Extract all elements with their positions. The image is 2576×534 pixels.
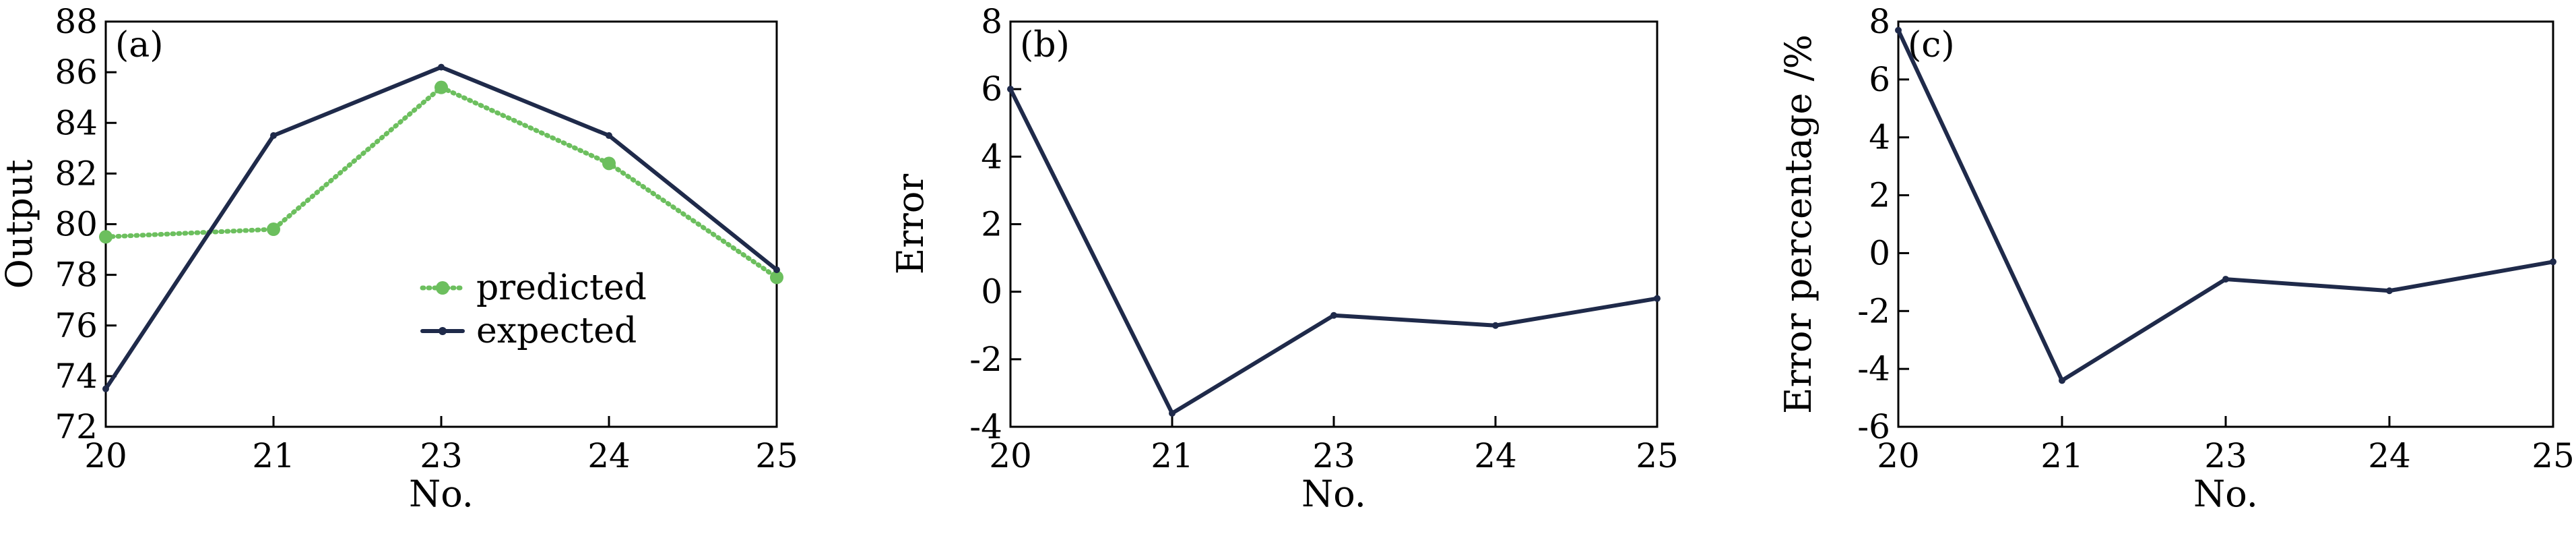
y-axis-label: Output — [0, 159, 40, 289]
y-tick-label: 74 — [55, 357, 98, 396]
data-point — [1492, 322, 1499, 329]
y-tick-label: 8 — [981, 2, 1002, 41]
y-tick-label: 0 — [1869, 233, 1890, 272]
x-axis-label: No. — [2193, 473, 2258, 515]
y-tick-label: 80 — [55, 205, 98, 244]
x-tick-label: 25 — [1636, 436, 1679, 475]
data-point — [770, 270, 783, 285]
data-point — [99, 230, 112, 244]
data-point — [438, 63, 445, 71]
y-tick-label: 76 — [55, 306, 98, 345]
legend-label: predicted — [476, 268, 647, 308]
y-tick-label: 4 — [981, 137, 1002, 176]
panel-label: (b) — [1020, 25, 1070, 65]
series-line-series-1 — [1896, 28, 2555, 383]
data-point — [1007, 86, 1014, 93]
y-tick-label: 2 — [981, 205, 1002, 244]
legend-marker — [436, 281, 449, 295]
data-point — [1330, 312, 1337, 319]
y-tick-label: -6 — [1857, 407, 1890, 446]
data-point — [434, 80, 448, 94]
x-axis-label: No. — [1301, 473, 1366, 515]
y-tick-label: 2 — [1869, 176, 1890, 215]
x-tick-label: 23 — [420, 436, 463, 475]
y-tick-label: 72 — [55, 407, 98, 446]
x-tick-label: 24 — [1474, 436, 1517, 475]
data-point — [602, 156, 616, 171]
y-tick-label: 78 — [55, 256, 98, 295]
x-tick-label: 25 — [755, 436, 798, 475]
data-point — [2222, 276, 2229, 283]
x-tick-label: 21 — [2040, 436, 2084, 475]
x-axis-label: No. — [409, 473, 474, 515]
x-tick-label: 24 — [587, 436, 631, 475]
panel-label: (a) — [115, 25, 164, 65]
y-axis-label: Error percentage /% — [1777, 34, 1820, 414]
y-tick-label: -2 — [1857, 291, 1890, 330]
data-point — [606, 132, 612, 140]
y-tick-label: 82 — [55, 154, 98, 193]
plot-frame — [1009, 20, 1659, 428]
y-tick-label: 86 — [55, 53, 98, 92]
x-tick-label: 23 — [1312, 436, 1355, 475]
legend-label: expected — [476, 311, 637, 351]
x-tick-label: 20 — [84, 436, 127, 475]
y-tick-label: 88 — [55, 2, 98, 41]
data-point — [2386, 287, 2393, 295]
series-line-predicted — [103, 85, 779, 280]
data-point — [2550, 258, 2556, 266]
data-point — [1169, 409, 1176, 417]
x-tick-label: 20 — [989, 436, 1032, 475]
y-tick-label: 0 — [981, 272, 1002, 312]
y-tick-label: -4 — [969, 407, 1002, 446]
y-tick-label: 84 — [55, 103, 98, 142]
x-tick-label: 20 — [1877, 436, 1920, 475]
data-point — [267, 222, 280, 237]
x-tick-label: 24 — [2368, 436, 2411, 475]
data-point — [1654, 295, 1661, 302]
y-tick-label: 8 — [1869, 2, 1890, 41]
x-tick-label: 25 — [2532, 436, 2575, 475]
data-point — [2059, 377, 2065, 384]
data-point — [773, 266, 780, 274]
series-line-expected — [104, 65, 779, 391]
x-tick-label: 23 — [2204, 436, 2247, 475]
y-tick-label: 4 — [1869, 118, 1890, 157]
plot-frame — [1897, 20, 2554, 428]
y-axis-label: Error — [889, 174, 932, 275]
data-point — [1895, 26, 1902, 34]
panel-label: (c) — [1908, 25, 1955, 65]
series-line-series-1 — [1008, 87, 1659, 415]
y-tick-label: -2 — [969, 340, 1002, 379]
data-point — [102, 385, 109, 392]
chart-panel-1: 72 74 76 78 80 82 84 86 88 20 21 23 24 25 No. Output (a)… — [0, 2, 798, 515]
x-tick-label: 21 — [1151, 436, 1194, 475]
y-tick-label: 6 — [1869, 60, 1890, 99]
legend-marker — [439, 327, 447, 335]
data-point — [270, 132, 277, 140]
y-tick-label: -4 — [1857, 349, 1890, 388]
y-tick-label: 6 — [981, 69, 1002, 109]
x-tick-label: 21 — [252, 436, 295, 475]
